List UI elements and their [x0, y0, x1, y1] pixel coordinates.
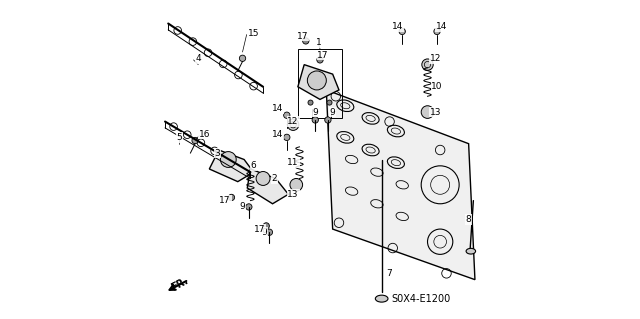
- Text: 7: 7: [387, 269, 392, 278]
- Circle shape: [422, 59, 433, 70]
- Circle shape: [312, 117, 319, 123]
- Circle shape: [246, 204, 252, 210]
- Circle shape: [324, 117, 331, 123]
- Text: 9: 9: [262, 228, 268, 237]
- Circle shape: [284, 134, 290, 141]
- Circle shape: [211, 147, 218, 155]
- Text: FR.: FR.: [169, 276, 189, 293]
- Circle shape: [250, 82, 257, 90]
- Bar: [298, 49, 342, 118]
- Circle shape: [192, 137, 198, 144]
- Circle shape: [239, 55, 246, 62]
- Ellipse shape: [466, 249, 476, 254]
- Text: 17: 17: [317, 51, 329, 60]
- Text: 13: 13: [429, 108, 441, 116]
- Circle shape: [327, 100, 332, 105]
- Text: 1: 1: [316, 38, 321, 47]
- Polygon shape: [298, 65, 339, 100]
- Text: 14: 14: [271, 104, 283, 113]
- Circle shape: [235, 71, 242, 79]
- Circle shape: [287, 119, 299, 130]
- Circle shape: [303, 38, 309, 44]
- Circle shape: [266, 229, 273, 235]
- Text: 16: 16: [199, 130, 211, 139]
- Text: 5: 5: [177, 133, 182, 142]
- Text: 10: 10: [431, 82, 443, 91]
- Text: 4: 4: [195, 54, 201, 63]
- Circle shape: [290, 178, 303, 191]
- Text: 17: 17: [297, 32, 308, 41]
- Text: 11: 11: [287, 158, 299, 167]
- Text: 13: 13: [287, 190, 299, 199]
- Circle shape: [189, 38, 196, 45]
- Text: 14: 14: [271, 130, 283, 139]
- Text: 12: 12: [429, 54, 441, 63]
- Text: S0X4-E1200: S0X4-E1200: [392, 293, 451, 304]
- Circle shape: [228, 194, 235, 201]
- Circle shape: [238, 163, 246, 171]
- Polygon shape: [247, 169, 289, 204]
- Circle shape: [204, 49, 212, 56]
- Circle shape: [170, 123, 177, 130]
- Text: 17: 17: [220, 196, 231, 205]
- Circle shape: [307, 71, 326, 90]
- Text: 12: 12: [287, 117, 299, 126]
- Circle shape: [220, 152, 236, 167]
- Text: 6: 6: [251, 161, 257, 170]
- Circle shape: [317, 57, 323, 63]
- Polygon shape: [209, 150, 253, 182]
- Circle shape: [308, 100, 313, 105]
- Text: 17: 17: [254, 225, 266, 234]
- Text: 9: 9: [312, 108, 318, 116]
- Text: 2: 2: [271, 174, 277, 183]
- Circle shape: [256, 172, 270, 185]
- Circle shape: [197, 139, 205, 147]
- Text: 8: 8: [466, 215, 472, 224]
- Text: 9: 9: [330, 108, 335, 116]
- Circle shape: [184, 131, 191, 138]
- Circle shape: [263, 223, 269, 229]
- Text: 3: 3: [214, 149, 220, 158]
- Text: 14: 14: [436, 22, 447, 31]
- Text: 9: 9: [239, 203, 245, 211]
- Circle shape: [421, 106, 434, 118]
- Circle shape: [284, 112, 290, 118]
- Ellipse shape: [375, 295, 388, 302]
- Text: 14: 14: [392, 22, 403, 31]
- Circle shape: [434, 28, 440, 34]
- Circle shape: [174, 27, 182, 34]
- Polygon shape: [326, 90, 475, 280]
- Circle shape: [220, 60, 227, 68]
- Circle shape: [225, 155, 232, 163]
- Circle shape: [399, 28, 405, 34]
- Text: 15: 15: [248, 28, 259, 38]
